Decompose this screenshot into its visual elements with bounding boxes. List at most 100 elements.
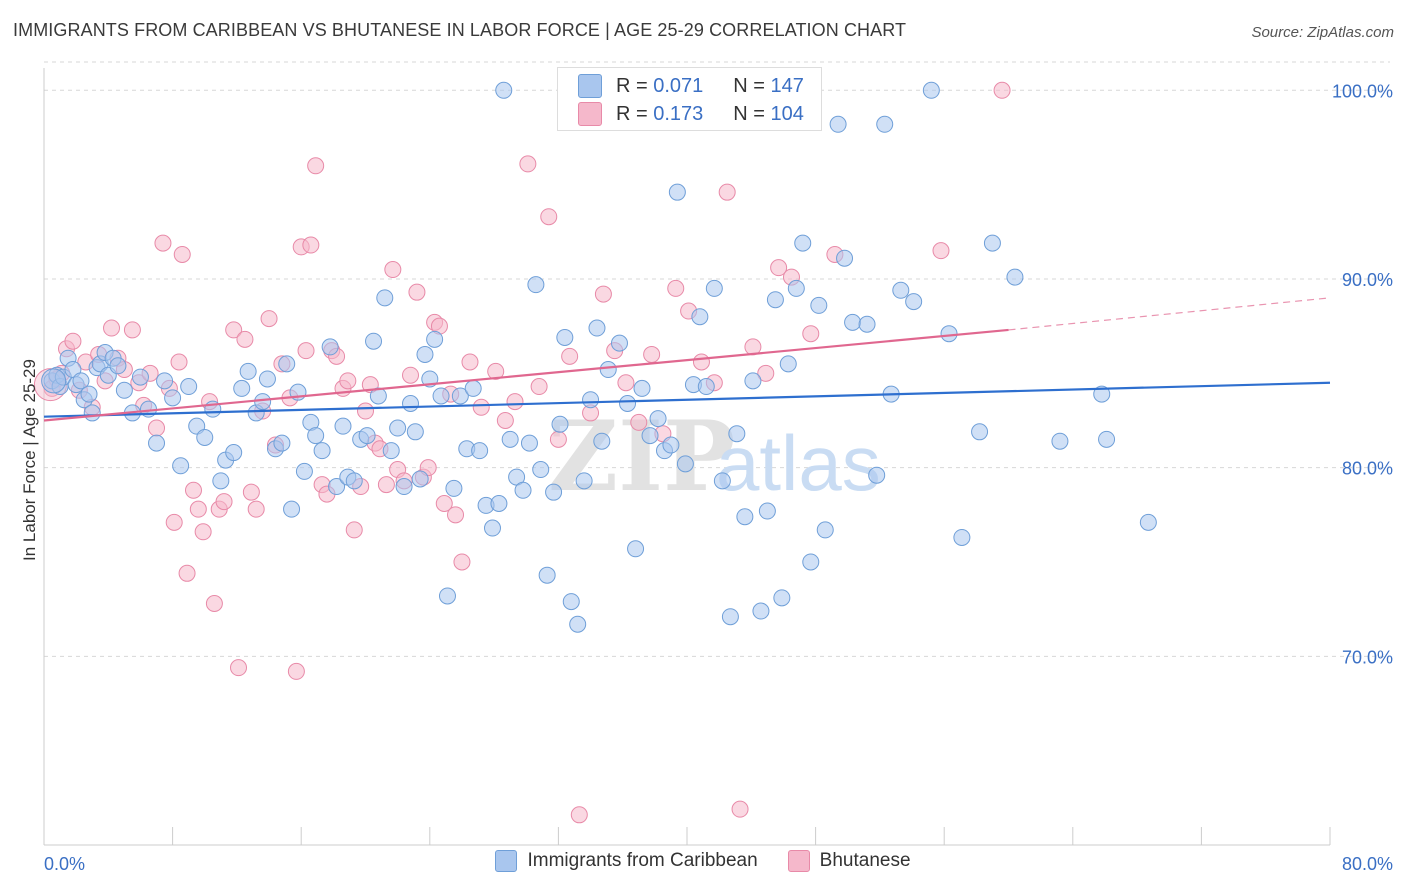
- data-point-bhutanese: [230, 659, 248, 677]
- data-point-bhutanese: [339, 372, 357, 390]
- data-point-bhutanese: [630, 413, 648, 431]
- data-point-bhutanese: [472, 398, 490, 416]
- data-point-caribbean: [212, 472, 230, 490]
- data-point-caribbean: [588, 319, 606, 337]
- gridlines: [44, 61, 1390, 657]
- data-point-bhutanese: [530, 378, 548, 396]
- data-point-caribbean: [649, 410, 667, 428]
- data-point-bhutanese: [594, 285, 612, 303]
- data-point-bhutanese: [402, 366, 420, 384]
- data-point-caribbean: [148, 434, 166, 452]
- data-point-caribbean: [676, 455, 694, 473]
- data-point-caribbean: [736, 508, 754, 526]
- axes: [43, 68, 1331, 846]
- data-point-bhutanese: [617, 374, 635, 392]
- stats-row-caribbean: R = 0.071 N = 147: [578, 74, 804, 98]
- data-point-bhutanese: [549, 430, 567, 448]
- data-point-caribbean: [426, 330, 444, 348]
- caribbean-stat-swatch: [578, 74, 602, 98]
- data-point-caribbean: [1098, 430, 1116, 448]
- data-point-caribbean: [156, 372, 174, 390]
- legend-label-caribbean: Immigrants from Caribbean: [527, 850, 758, 871]
- data-point-caribbean: [164, 389, 182, 407]
- data-point-bhutanese: [64, 332, 82, 350]
- data-point-bhutanese: [247, 500, 265, 518]
- data-point-caribbean: [721, 608, 739, 626]
- data-point-caribbean: [744, 372, 762, 390]
- data-point-caribbean: [758, 502, 776, 520]
- data-point-bhutanese: [236, 330, 254, 348]
- data-point-caribbean: [802, 553, 820, 571]
- data-point-caribbean: [109, 357, 127, 375]
- trend-line-bhutanese-extension: [1008, 297, 1331, 331]
- data-point-caribbean: [1139, 513, 1157, 531]
- data-point-caribbean-cluster: [41, 368, 67, 394]
- data-point-caribbean: [416, 345, 434, 363]
- data-point-bhutanese: [487, 362, 505, 380]
- data-point-caribbean: [464, 379, 482, 397]
- data-point-caribbean: [971, 423, 989, 441]
- data-point-bhutanese: [260, 310, 278, 328]
- trend-lines: [43, 297, 1331, 422]
- data-point-caribbean: [438, 587, 456, 605]
- data-point-caribbean: [115, 381, 133, 399]
- data-point-bhutanese: [189, 500, 207, 518]
- data-point-caribbean: [779, 355, 797, 373]
- data-point-caribbean: [321, 338, 339, 356]
- data-point-caribbean: [599, 361, 617, 379]
- data-point-bhutanese: [307, 157, 325, 175]
- data-point-bhutanese: [377, 476, 395, 494]
- data-point-caribbean: [641, 427, 659, 445]
- chart-source: Source: ZipAtlas.com: [1251, 24, 1394, 41]
- data-point-caribbean: [72, 372, 90, 390]
- data-point-caribbean: [940, 325, 958, 343]
- data-point-bhutanese: [345, 521, 363, 539]
- r-value-bhutanese: 0.173: [653, 102, 704, 125]
- data-point-caribbean: [836, 249, 854, 267]
- r-label-bhutanese: R =: [616, 102, 648, 125]
- trend-line-caribbean: [43, 381, 1331, 418]
- data-point-caribbean: [376, 289, 394, 307]
- data-point-caribbean: [328, 478, 346, 496]
- data-point-bhutanese: [932, 242, 950, 260]
- legend-item-caribbean[interactable]: Immigrants from Caribbean: [495, 850, 758, 872]
- data-point-caribbean: [582, 391, 600, 409]
- data-point-caribbean: [471, 442, 489, 460]
- data-point-caribbean: [80, 385, 98, 403]
- data-point-bhutanese: [757, 364, 775, 382]
- data-point-bhutanese: [178, 564, 196, 582]
- data-point-caribbean: [905, 293, 923, 311]
- legend-item-bhutanese[interactable]: Bhutanese: [787, 850, 911, 872]
- data-point-bhutanese: [453, 553, 471, 571]
- data-point-bhutanese: [692, 353, 710, 371]
- data-point-caribbean: [810, 296, 828, 314]
- data-point-bhutanese: [435, 494, 453, 512]
- legend-swatch-bhutanese: [787, 850, 810, 872]
- data-point-caribbean: [1006, 268, 1024, 286]
- chart-legend: Immigrants from Caribbean Bhutanese: [0, 850, 1406, 872]
- data-point-bhutanese: [770, 259, 788, 277]
- data-point-caribbean: [569, 615, 587, 633]
- data-point-bhutanese: [561, 347, 579, 365]
- data-point-caribbean: [180, 378, 198, 396]
- data-point-caribbean: [876, 115, 894, 133]
- data-point-caribbean: [483, 519, 501, 537]
- data-point-caribbean: [705, 279, 723, 297]
- data-point-caribbean: [345, 472, 363, 490]
- data-point-bhutanese: [242, 483, 260, 501]
- data-point-caribbean: [922, 81, 940, 99]
- data-point-caribbean: [662, 436, 680, 454]
- data-point-caribbean: [858, 315, 876, 333]
- n-value-bhutanese: 104: [770, 102, 804, 125]
- data-point-bhutanese: [215, 493, 233, 511]
- bhutanese-stat-swatch: [578, 102, 602, 126]
- data-point-bhutanese: [667, 279, 685, 297]
- data-point-caribbean: [501, 430, 519, 448]
- data-point-caribbean: [728, 425, 746, 443]
- data-point-bhutanese: [461, 353, 479, 371]
- watermark: ZIP atlas: [548, 400, 881, 513]
- data-point-caribbean: [713, 472, 731, 490]
- data-point-caribbean: [395, 478, 413, 496]
- data-point-caribbean: [816, 521, 834, 539]
- data-point-caribbean: [254, 393, 272, 411]
